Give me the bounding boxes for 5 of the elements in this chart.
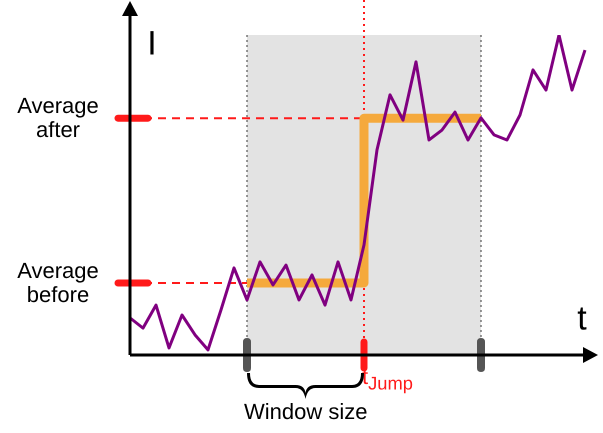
y-axis-title: I (147, 24, 157, 62)
ref-line-label: Average before (16, 258, 100, 307)
ref-line-label: Average after (16, 93, 100, 142)
text: Window size (244, 399, 368, 424)
x-axis-title: t (577, 299, 588, 338)
